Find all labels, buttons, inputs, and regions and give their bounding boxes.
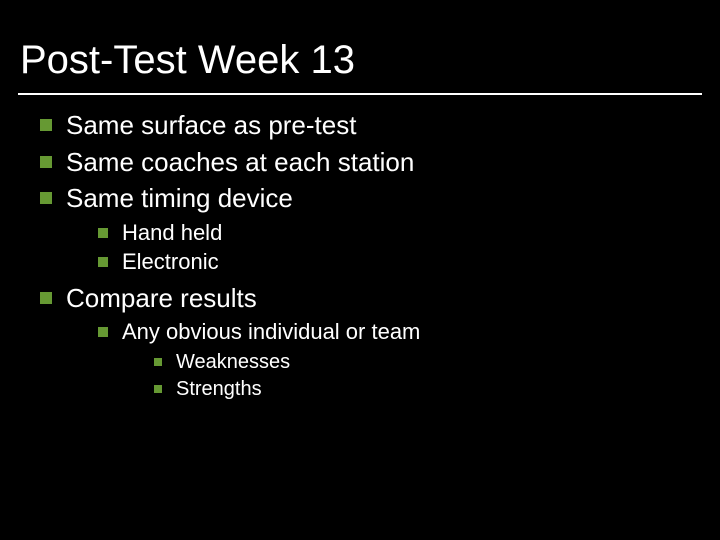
list-item: Compare results Any obvious individual o… [40,282,706,402]
list-item: Strengths [154,377,706,402]
slide-body: Same surface as pre-test Same coaches at… [14,109,706,402]
list-item: Any obvious individual or team Weaknesse… [98,318,706,402]
slide-frame: Post-Test Week 13 Same surface as pre-te… [14,34,706,526]
list-item-label: Any obvious individual or team [122,319,420,344]
list-item: Same coaches at each station [40,146,706,179]
list-item-label: Same surface as pre-test [66,110,356,140]
bullet-list-lvl1: Same surface as pre-test Same coaches at… [40,109,706,402]
list-item: Electronic [98,248,706,276]
list-item-label: Same coaches at each station [66,147,414,177]
bullet-list-lvl2: Hand held Electronic [98,219,706,276]
list-item-label: Compare results [66,283,257,313]
list-item-label: Same timing device [66,183,293,213]
bullet-list-lvl3: Weaknesses Strengths [154,350,706,402]
title-underline [18,93,702,95]
list-item: Same surface as pre-test [40,109,706,142]
list-item-label: Weaknesses [176,351,290,373]
list-item: Weaknesses [154,350,706,375]
bullet-list-lvl2: Any obvious individual or team Weaknesse… [98,318,706,402]
list-item: Hand held [98,219,706,247]
list-item-label: Hand held [122,220,222,245]
list-item-label: Strengths [176,378,262,400]
slide-title: Post-Test Week 13 [14,34,706,93]
list-item: Same timing device Hand held Electronic [40,182,706,276]
list-item-label: Electronic [122,249,219,274]
